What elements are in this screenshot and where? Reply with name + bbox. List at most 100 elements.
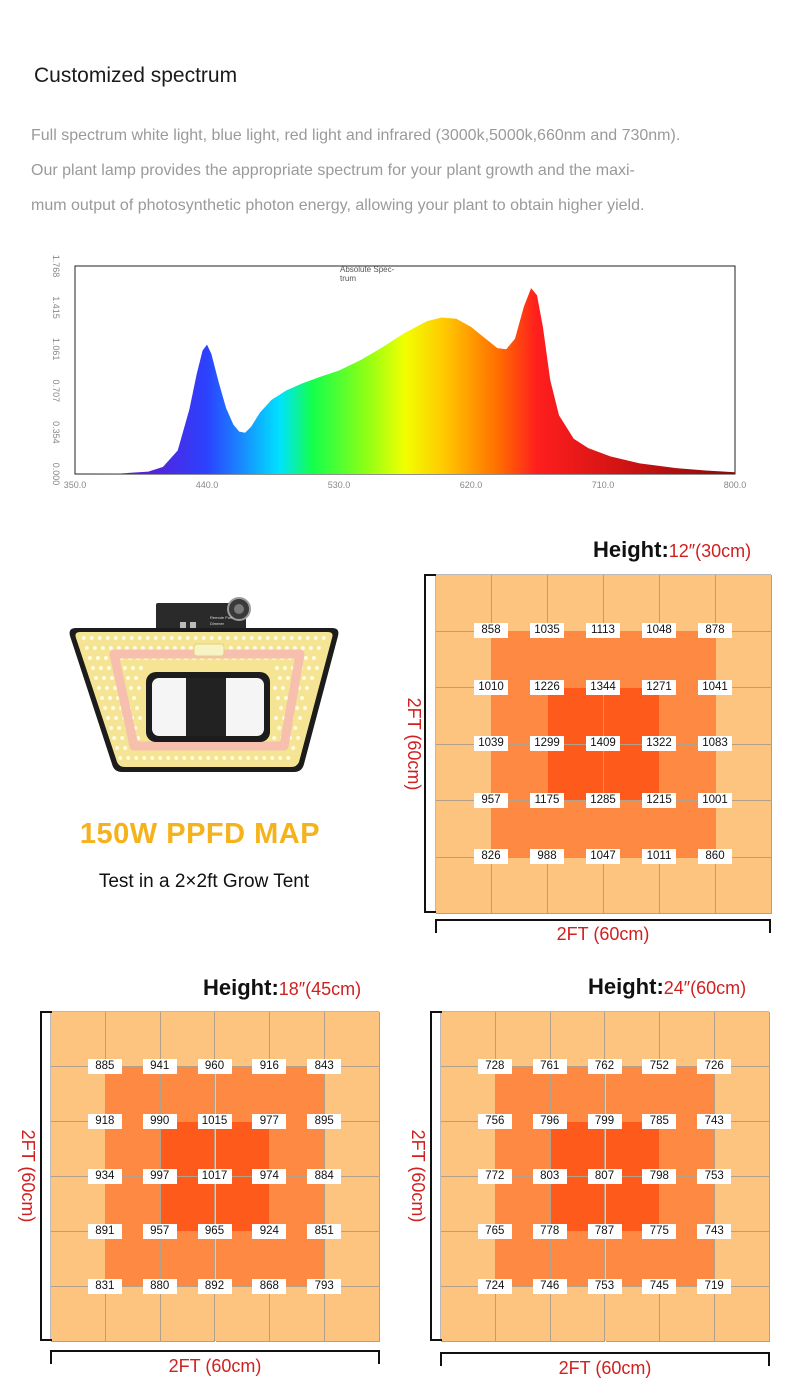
grid-cell	[325, 1177, 380, 1232]
ppfd-value: 988	[530, 849, 564, 864]
grid-cell	[495, 1067, 551, 1122]
grid-cell	[215, 1287, 271, 1342]
ppfd-value: 796	[532, 1113, 567, 1129]
grid-cell	[550, 1122, 606, 1177]
depth-dimension-bracket	[424, 574, 436, 913]
width-dimension-label: 2FT (60cm)	[556, 924, 650, 944]
ppfd-value: 1285	[586, 792, 620, 808]
x-tick-label: 440.0	[196, 480, 219, 490]
grid-cell	[270, 1232, 326, 1287]
width-dimension-bracket	[440, 1352, 770, 1366]
y-tick-label: 0.707	[51, 380, 61, 403]
ppfd-value: 1215	[642, 792, 676, 808]
grid-cell	[548, 575, 604, 632]
grid-cell	[160, 1122, 216, 1177]
grid-cell	[436, 575, 492, 632]
grid-cell	[160, 1067, 216, 1122]
depth-dimension-label: 2FT (60cm)	[408, 1129, 428, 1223]
grid-cell	[548, 688, 604, 745]
grow-lamp-image: Remote Port Dimmer	[69, 597, 339, 772]
grid-cell	[605, 1067, 661, 1122]
grid-cell	[215, 1122, 271, 1177]
grid-cell	[492, 801, 548, 858]
grid-cell	[716, 631, 772, 688]
ppfd-value: 960	[197, 1058, 232, 1074]
height-label: Height:24″(60cm)	[588, 974, 746, 1000]
ppfd-value: 726	[697, 1058, 732, 1074]
x-tick-label: 620.0	[460, 480, 483, 490]
grid-cell	[51, 1122, 106, 1177]
grid-cell	[715, 1067, 770, 1122]
grid-cell	[548, 857, 604, 914]
grid-cell	[441, 1232, 496, 1287]
grid-cell	[105, 1012, 161, 1067]
ppfd-value: 807	[587, 1168, 622, 1184]
ppfd-value: 957	[474, 792, 508, 808]
ppfd-value: 974	[252, 1168, 287, 1184]
ppfd-value: 1041	[698, 679, 732, 695]
ppfd-value: 916	[252, 1058, 287, 1074]
grid-cell	[605, 1177, 661, 1232]
x-tick-label: 350.0	[64, 480, 87, 490]
grid-cell	[215, 1177, 271, 1232]
section-title: Customized spectrum	[34, 64, 238, 87]
grid-cell	[604, 688, 660, 745]
grid-cell	[550, 1177, 606, 1232]
grid-cell	[550, 1232, 606, 1287]
y-tick-label: 1.768	[51, 255, 61, 278]
description-line-2: Our plant lamp provides the appropriate …	[31, 162, 635, 179]
grid-cell	[441, 1177, 496, 1232]
ppfd-value: 1299	[530, 736, 564, 751]
grid-cell	[604, 575, 660, 632]
grid-cell	[270, 1177, 326, 1232]
y-tick-label: 0.000	[51, 463, 61, 486]
ppfd-value: 775	[642, 1223, 677, 1239]
y-tick-label: 1.061	[51, 338, 61, 361]
grid-cell	[270, 1012, 326, 1067]
handle	[193, 643, 225, 657]
ppfd-value: 798	[642, 1168, 677, 1184]
ppfd-value: 719	[697, 1278, 732, 1294]
grid-cell	[495, 1177, 551, 1232]
ppfd-value: 778	[532, 1223, 567, 1239]
grid-cell	[550, 1067, 606, 1122]
ppfd-value: 745	[642, 1278, 677, 1294]
grid-cell	[325, 1067, 380, 1122]
grid-cell	[215, 1012, 271, 1067]
ppfd-value: 1409	[586, 736, 620, 751]
grid-cell	[660, 1287, 716, 1342]
grid-cell	[604, 857, 660, 914]
ppfd-value: 884	[307, 1168, 342, 1184]
ppfd-value: 728	[477, 1058, 512, 1074]
ppfd-value: 772	[477, 1168, 512, 1184]
grid-cell	[495, 1122, 551, 1177]
grid-cell	[441, 1067, 496, 1122]
width-dimension-bracket	[435, 919, 771, 933]
grid-cell	[492, 857, 548, 914]
height-label: Height:18″(45cm)	[203, 975, 361, 1001]
depth-dimension-bracket	[40, 1011, 52, 1341]
grid-cell	[716, 575, 772, 632]
grid-cell	[215, 1067, 271, 1122]
grid-cell	[51, 1232, 106, 1287]
x-tick-label: 710.0	[592, 480, 615, 490]
grid-cell	[51, 1067, 106, 1122]
ppfd-value: 785	[642, 1113, 677, 1129]
grid-cell	[215, 1232, 271, 1287]
grid-cell	[492, 575, 548, 632]
ppfd-value: 965	[197, 1223, 232, 1239]
grid-cell	[660, 1232, 716, 1287]
grid-cell	[270, 1287, 326, 1342]
grid-cell	[660, 857, 716, 914]
driver-box	[156, 603, 246, 633]
ppfd-value: 990	[142, 1113, 177, 1129]
grid-cell	[548, 744, 604, 801]
grid-cell	[51, 1012, 106, 1067]
ppfd-value: 1083	[698, 736, 732, 751]
grid-cell	[716, 857, 772, 914]
height-key: Height:	[203, 975, 279, 1000]
ppfd-grid: 858 1035 1113 1048 878 1010 1226 1344 1271 1041 10…	[435, 574, 772, 914]
grid-cell	[660, 688, 716, 745]
ppfd-value: 1226	[530, 679, 564, 695]
ppfd-value: 868	[252, 1278, 287, 1294]
